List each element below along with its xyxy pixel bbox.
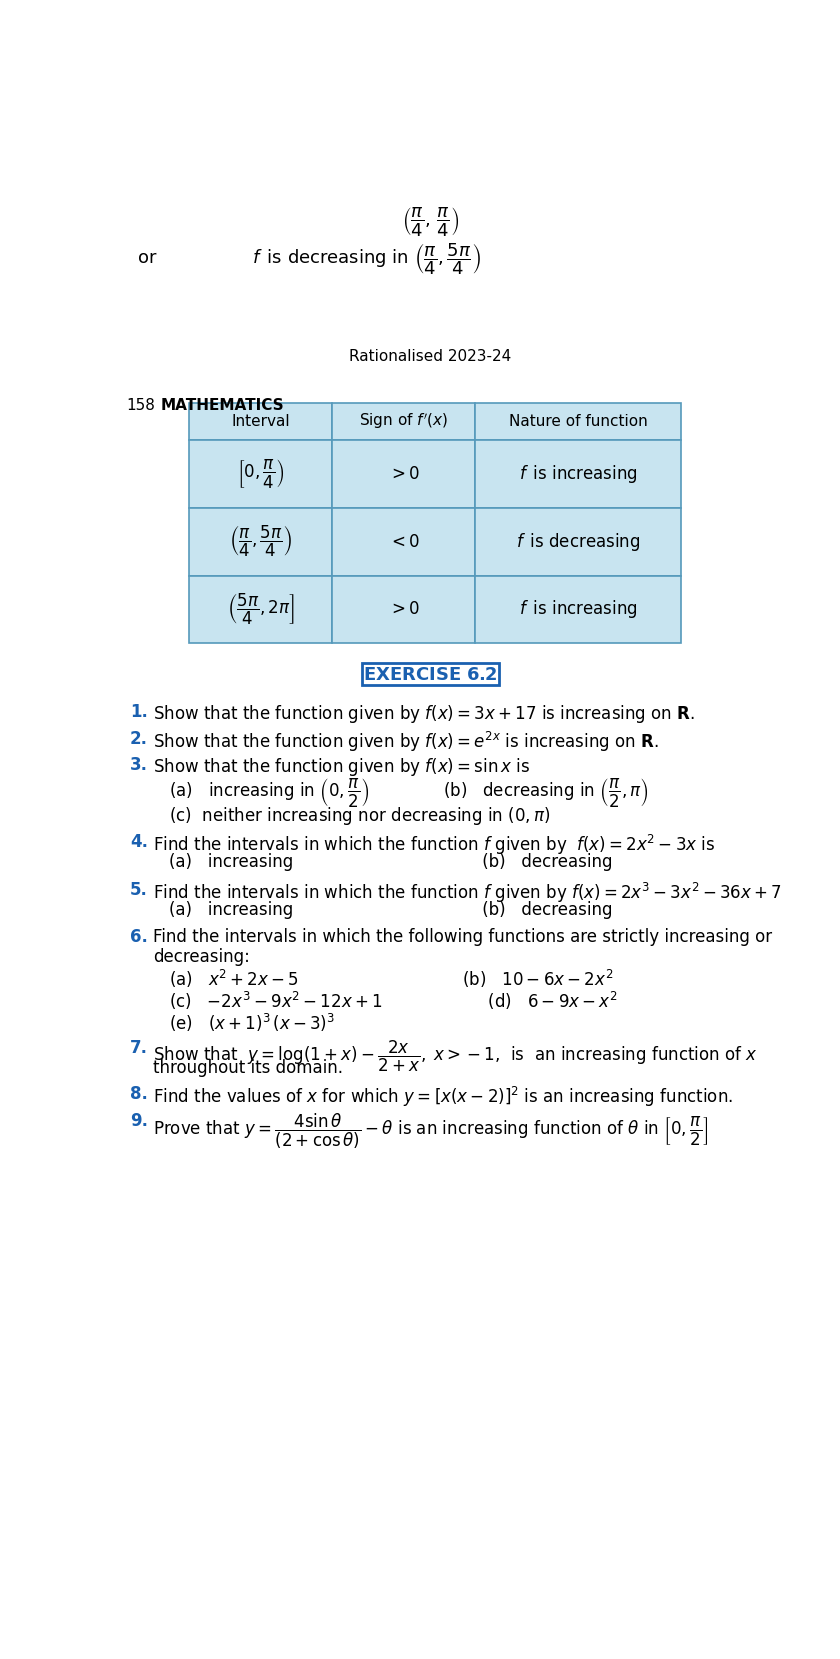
Text: throughout its domain.: throughout its domain. — [153, 1058, 343, 1077]
Text: Find the intervals in which the following functions are strictly increasing or: Find the intervals in which the followin… — [153, 929, 772, 946]
Bar — [361, 664, 500, 685]
Text: Show that the function given by $f(x) = e^{2x}$ is increasing on $\mathbf{R}$.: Show that the function given by $f(x) = … — [153, 730, 659, 753]
Text: $f\,$ is decreasing: $f\,$ is decreasing — [516, 531, 640, 552]
Text: or: or — [138, 249, 156, 267]
Bar — [189, 440, 332, 508]
Text: $\left(\dfrac{\pi}{4},\dfrac{5\pi}{4}\right)$: $\left(\dfrac{\pi}{4},\dfrac{5\pi}{4}\ri… — [228, 524, 292, 559]
Text: 3.: 3. — [130, 757, 148, 773]
Text: 4.: 4. — [130, 833, 148, 851]
Text: Sign of $f'(x)$: Sign of $f'(x)$ — [360, 411, 449, 431]
Text: Interval: Interval — [231, 415, 290, 430]
Bar — [475, 576, 681, 644]
Text: 158: 158 — [127, 398, 155, 413]
Text: Nature of function: Nature of function — [509, 415, 648, 430]
Bar — [332, 403, 475, 440]
Text: $f\,$ is decreasing in $\left(\dfrac{\pi}{4},\dfrac{5\pi}{4}\right)$: $f\,$ is decreasing in $\left(\dfrac{\pi… — [252, 242, 481, 277]
Text: Show that the function given by $f(x) = 3x + 17$ is increasing on $\mathbf{R}$.: Show that the function given by $f(x) = … — [153, 703, 696, 725]
Text: Find the intervals in which the function $f$ given by  $f(x) = 2x^2 - 3x$ is: Find the intervals in which the function… — [153, 833, 716, 858]
Bar — [475, 403, 681, 440]
Text: 1.: 1. — [130, 703, 148, 722]
Text: Show that the function given by $f(x) = \sin x$ is: Show that the function given by $f(x) = … — [153, 757, 530, 778]
Text: 7.: 7. — [130, 1039, 148, 1057]
Text: (a)   increasing                                    (b)   decreasing: (a) increasing (b) decreasing — [169, 901, 612, 919]
Text: decreasing:: decreasing: — [153, 949, 250, 966]
Text: $< 0$: $< 0$ — [388, 533, 420, 551]
Text: Find the values of $x$ for which $y = [x(x-2)]^2$ is an increasing function.: Find the values of $x$ for which $y = [x… — [153, 1085, 733, 1110]
Text: 5.: 5. — [130, 881, 148, 899]
Text: (c)   $-2x^3 - 9x^2 - 12x + 1$                    (d)   $6 - 9x - x^2$: (c) $-2x^3 - 9x^2 - 12x + 1$ (d) $6 - 9x… — [169, 990, 617, 1012]
Bar — [332, 576, 475, 644]
Text: (a)   increasing in $\left(0, \dfrac{\pi}{2}\right)$              (b)   decreasi: (a) increasing in $\left(0, \dfrac{\pi}{… — [169, 776, 648, 810]
Text: $\mathbf{EXERCISE\ 6.2}$: $\mathbf{EXERCISE\ 6.2}$ — [363, 667, 498, 685]
Text: Prove that $y = \dfrac{4\sin\theta}{(2+\cos\theta)} - \theta$ is an increasing f: Prove that $y = \dfrac{4\sin\theta}{(2+\… — [153, 1112, 708, 1151]
Bar — [189, 508, 332, 576]
Text: (a)   increasing                                    (b)   decreasing: (a) increasing (b) decreasing — [169, 853, 612, 871]
Text: (e)   $(x + 1)^3\,(x - 3)^3$: (e) $(x + 1)^3\,(x - 3)^3$ — [169, 1012, 334, 1034]
Text: 9.: 9. — [130, 1112, 148, 1130]
Bar — [332, 508, 475, 576]
Text: (a)   $x^2 + 2x - 5$                               (b)   $10 - 6x - 2x^2$: (a) $x^2 + 2x - 5$ (b) $10 - 6x - 2x^2$ — [169, 969, 613, 990]
Text: $\left(\dfrac{\pi}{4},\, \dfrac{\pi}{4}\right)$: $\left(\dfrac{\pi}{4},\, \dfrac{\pi}{4}\… — [402, 206, 459, 239]
Bar — [475, 440, 681, 508]
Text: $> 0$: $> 0$ — [388, 465, 420, 483]
Text: Rationalised 2023-24: Rationalised 2023-24 — [349, 350, 512, 365]
Text: 8.: 8. — [130, 1085, 148, 1103]
Text: $f\,$ is increasing: $f\,$ is increasing — [519, 599, 638, 620]
Text: MATHEMATICS: MATHEMATICS — [160, 398, 285, 413]
Bar — [332, 440, 475, 508]
Text: (c)  neither increasing nor decreasing in $(0, \pi)$: (c) neither increasing nor decreasing in… — [169, 805, 550, 828]
Bar — [475, 508, 681, 576]
Text: $\left[0,\dfrac{\pi}{4}\right)$: $\left[0,\dfrac{\pi}{4}\right)$ — [237, 458, 284, 491]
Text: Find the intervals in which the function $f$ given by $f(x) = 2x^3 - 3x^2 - 36x : Find the intervals in which the function… — [153, 881, 782, 904]
Text: $f\,$ is increasing: $f\,$ is increasing — [519, 463, 638, 484]
Text: 6.: 6. — [130, 929, 148, 946]
Text: $> 0$: $> 0$ — [388, 601, 420, 619]
Bar — [189, 576, 332, 644]
Bar — [189, 403, 332, 440]
Text: Show that  $y = \log(1+x) - \dfrac{2x}{2+x},\; x > -1$,  is  an increasing funct: Show that $y = \log(1+x) - \dfrac{2x}{2+… — [153, 1039, 758, 1075]
Text: 2.: 2. — [130, 730, 148, 748]
Text: $\left(\dfrac{5\pi}{4},2\pi\right]$: $\left(\dfrac{5\pi}{4},2\pi\right]$ — [227, 592, 294, 627]
